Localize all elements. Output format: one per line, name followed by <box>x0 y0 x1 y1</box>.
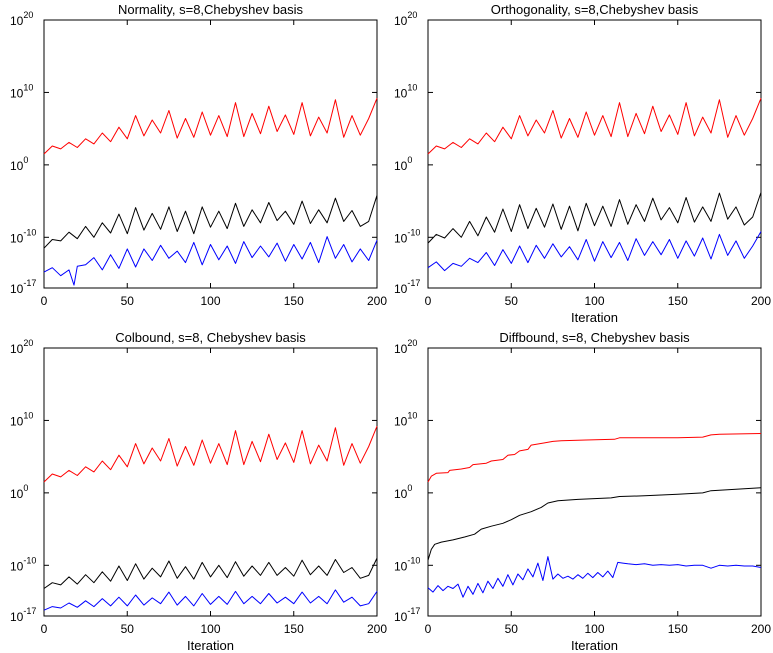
x-tick-label: 100 <box>200 622 220 636</box>
chart-title: Orthogonality, s=8,Chebyshev basis <box>491 2 699 17</box>
y-tick-label: 1020 <box>394 10 417 28</box>
chart-title: Diffbound, s=8, Chebyshev basis <box>499 330 690 345</box>
y-tick-label: 1010 <box>394 82 417 100</box>
x-tick-label: 200 <box>751 622 771 636</box>
axes-frame <box>427 19 762 289</box>
y-tick-label: 10-17 <box>10 278 36 296</box>
x-tick-label: 50 <box>505 622 519 636</box>
y-tick-label: 100 <box>10 483 28 501</box>
series-line-black <box>43 195 378 249</box>
x-tick-label: 200 <box>751 294 771 308</box>
series-line-red <box>43 426 378 483</box>
y-tick-label: 100 <box>394 155 412 173</box>
x-tick-label: 0 <box>41 622 48 636</box>
series-line-blue <box>43 589 378 611</box>
panel-colbound: Colbound, s=8, Chebyshev basis Iteration… <box>10 330 387 653</box>
y-tick-label: 100 <box>10 155 28 173</box>
panel-normality: Normality, s=8,Chebyshev basis 0 50 100 150… <box>10 2 387 308</box>
series-line-red <box>43 98 378 155</box>
y-tick-label: 10-10 <box>394 227 420 245</box>
axes-frame <box>43 19 378 289</box>
panel-orthogonality: Orthogonality, s=8,Chebyshev basis Itera… <box>394 2 771 325</box>
y-tick-label: 1010 <box>394 410 417 428</box>
chart-title: Colbound, s=8, Chebyshev basis <box>115 330 306 345</box>
x-tick-label: 100 <box>584 622 604 636</box>
y-tick-label: 10-17 <box>394 606 420 624</box>
series-line-blue <box>427 556 762 598</box>
y-tick-label: 1020 <box>394 338 417 356</box>
y-tick-label: 1020 <box>10 338 33 356</box>
series-line-black <box>427 192 762 244</box>
panel-diffbound: Diffbound, s=8, Chebyshev basis Iteratio… <box>394 330 771 653</box>
x-axis-label: Iteration <box>571 310 618 325</box>
x-tick-label: 150 <box>668 622 688 636</box>
x-tick-label: 50 <box>121 294 135 308</box>
series-line-black <box>43 557 378 589</box>
x-tick-label: 200 <box>367 294 387 308</box>
series-line-red <box>427 98 762 155</box>
y-tick-label: 10-17 <box>10 606 36 624</box>
x-tick-label: 50 <box>121 622 135 636</box>
x-axis-label: Iteration <box>187 638 234 653</box>
x-tick-label: 200 <box>367 622 387 636</box>
x-tick-label: 150 <box>668 294 688 308</box>
series-line-red <box>427 433 762 483</box>
x-tick-label: 0 <box>41 294 48 308</box>
y-tick-label: 10-17 <box>394 278 420 296</box>
y-tick-label: 1020 <box>10 10 33 28</box>
y-tick-label: 100 <box>394 483 412 501</box>
series-line-blue <box>43 236 378 286</box>
y-tick-label: 1010 <box>10 82 33 100</box>
series-line-black <box>427 487 762 561</box>
series-line-blue <box>427 231 762 272</box>
x-tick-label: 100 <box>200 294 220 308</box>
y-tick-label: 10-10 <box>10 555 36 573</box>
y-tick-label: 1010 <box>10 410 33 428</box>
y-tick-label: 10-10 <box>10 227 36 245</box>
x-tick-label: 100 <box>584 294 604 308</box>
x-tick-label: 50 <box>505 294 519 308</box>
chart-title: Normality, s=8,Chebyshev basis <box>118 2 304 17</box>
y-tick-label: 10-10 <box>394 555 420 573</box>
x-tick-label: 0 <box>425 294 432 308</box>
x-tick-label: 150 <box>284 622 304 636</box>
x-axis-label: Iteration <box>571 638 618 653</box>
x-tick-label: 150 <box>284 294 304 308</box>
x-tick-label: 0 <box>425 622 432 636</box>
